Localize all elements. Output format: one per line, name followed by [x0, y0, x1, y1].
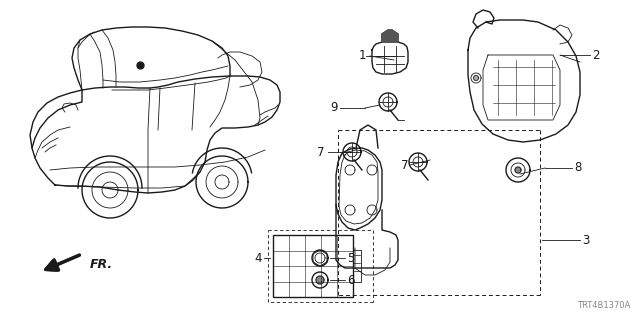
Polygon shape — [515, 167, 521, 173]
Text: 3: 3 — [582, 234, 589, 246]
Polygon shape — [474, 76, 479, 81]
Text: 1: 1 — [358, 49, 366, 61]
Text: 7: 7 — [317, 146, 324, 158]
Polygon shape — [382, 30, 398, 42]
Text: TRT4B1370A: TRT4B1370A — [577, 301, 630, 310]
Text: 5: 5 — [347, 252, 355, 265]
Text: 8: 8 — [574, 161, 581, 173]
Text: 4: 4 — [255, 252, 262, 265]
Text: 9: 9 — [330, 100, 338, 114]
Text: 6: 6 — [347, 274, 355, 286]
Bar — [273, 235, 353, 297]
Text: 7: 7 — [401, 158, 408, 172]
Text: FR.: FR. — [90, 259, 113, 271]
Polygon shape — [316, 276, 324, 284]
Text: 2: 2 — [592, 49, 600, 61]
